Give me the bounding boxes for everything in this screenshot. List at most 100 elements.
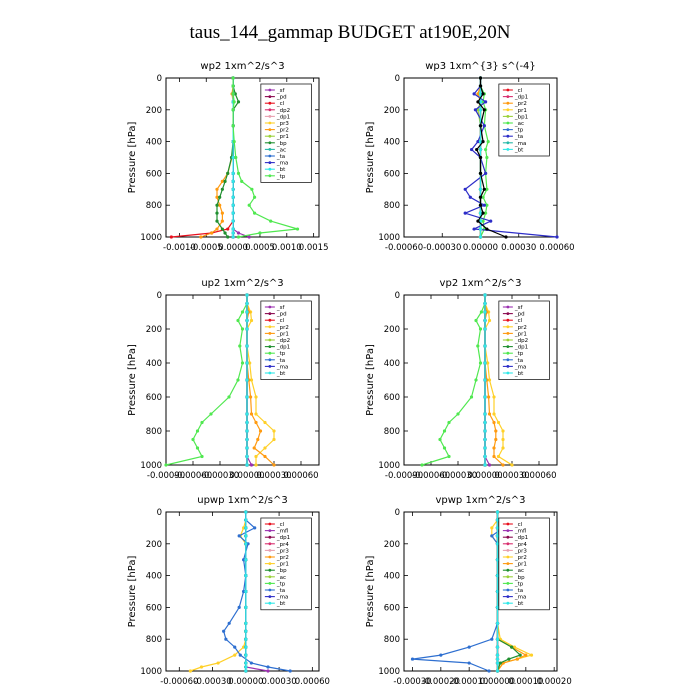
series-point [478,147,483,152]
series-point [475,147,479,152]
x-tick-label: 0.00010 [508,677,543,687]
legend-marker [506,95,510,98]
x-tick-label: -0.0010 [163,243,196,253]
series-point [463,187,467,191]
series-point [496,454,501,459]
series-point [231,227,235,231]
series-point [272,463,276,467]
series-point [222,629,226,633]
x-tick-label: 0.00020 [537,677,572,687]
series-point [236,171,241,175]
legend-label: _tp [514,351,524,357]
series-point [481,140,485,144]
series-point [442,429,447,433]
legend-marker [268,568,272,572]
legend-marker [506,338,510,342]
x-tick-label: -0.0005 [190,243,223,253]
series-point [247,235,251,239]
series-tp [420,293,487,467]
y-tick-label: 200 [146,106,162,116]
legend-label: _pr2 [514,325,527,331]
x-tick-label: -0.00060 [174,471,212,481]
legend-marker [268,595,272,598]
series-point [492,420,496,425]
series-point [249,318,254,323]
legend-marker [268,345,272,348]
series-point [478,76,483,80]
legend-marker [268,154,272,158]
legend-label: _bt [514,371,524,377]
legend-marker [268,351,272,355]
series-point [220,187,224,191]
series-point [495,605,500,610]
legend-label: _dp1 [276,535,290,541]
series-point [231,195,235,199]
series-point [233,653,237,657]
series-extra [475,76,508,239]
panel-title: upwp 1xm^2/s^3 [197,495,287,506]
series-point [467,661,471,665]
legend-marker [268,134,272,138]
y-tick-label: 1000 [140,461,162,471]
series-point [439,653,443,657]
series-point [473,108,477,112]
series-point [476,140,480,144]
series-point [253,526,257,530]
y-tick-label: 200 [384,106,400,116]
series-point [215,219,219,223]
legend-marker [268,325,272,329]
series-point [220,179,224,183]
series-point [467,645,471,649]
series-point [249,395,253,399]
legend-label: _pd [276,95,287,101]
series-point [483,454,487,459]
series-point [195,446,200,450]
legend-label: _ac [276,147,286,153]
series-point [420,463,424,467]
y-tick-label: 1000 [140,233,162,243]
legend-marker [506,562,510,565]
series-point [481,219,485,223]
series-line [412,512,505,672]
series-point [215,211,219,215]
series-point [463,211,467,215]
series-point [244,637,248,641]
series-point [244,526,248,530]
series-point [272,429,276,433]
series-point [492,446,496,450]
legend-label: _pr2 [514,101,527,107]
series-point [478,187,483,191]
legend-marker [506,332,510,335]
series-point [478,227,483,231]
y-tick-label: 0 [157,508,162,518]
series-point [478,235,483,239]
series-point [245,318,249,323]
legend-marker [268,601,272,605]
x-tick-label: -0.00060 [160,677,198,687]
series-point [438,437,442,442]
series-point [482,124,486,128]
series-point [233,645,237,649]
series-ta [410,510,505,673]
series-point [252,446,256,450]
legend-label: _ma [276,161,288,167]
legend-label: _cl [514,318,523,324]
y-tick-label: 1000 [140,667,162,677]
legend-label: _sf [514,305,524,311]
y-tick-label: 0 [157,74,162,84]
y-tick-label: 400 [146,138,162,148]
series-point [231,187,235,191]
series-point [484,211,488,215]
legend-label: _pr1 [276,134,289,140]
legend-label: _ac [514,121,524,127]
series-point [495,542,500,546]
legend-label: _ma [514,595,526,601]
series-point [472,92,476,96]
y-tick-label: 800 [146,201,162,211]
series-point [244,558,248,562]
legend-label: _tp [276,581,286,587]
series-point [220,227,224,231]
series-point [244,510,248,514]
legend-marker [506,549,510,552]
series-point [245,437,249,442]
